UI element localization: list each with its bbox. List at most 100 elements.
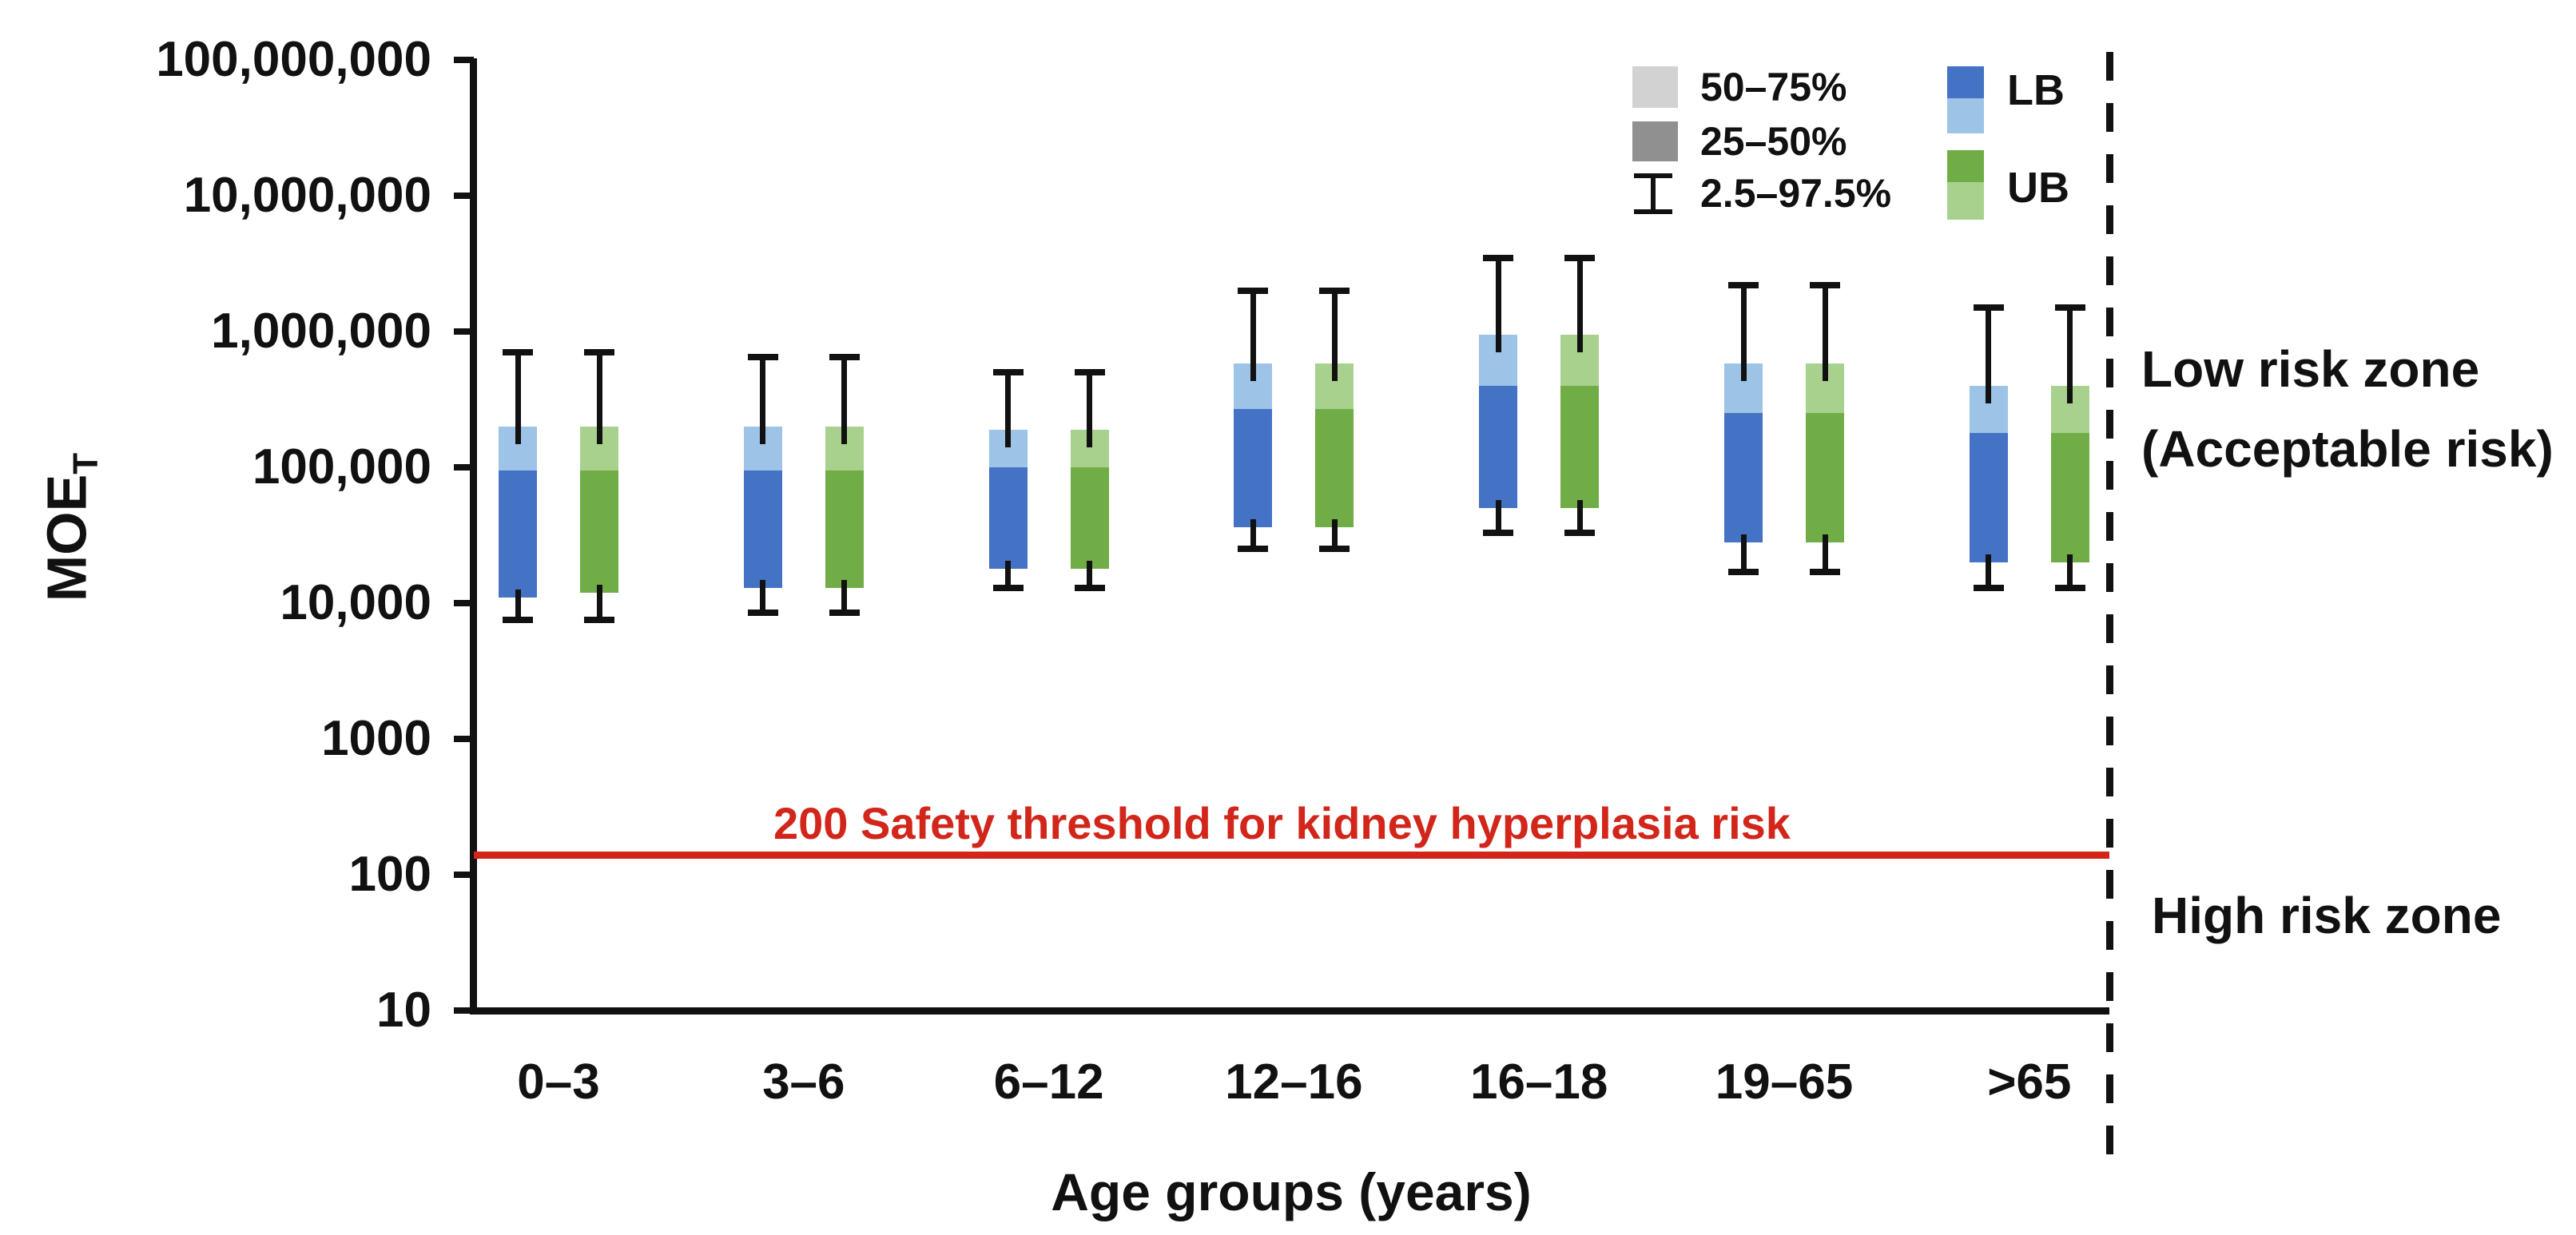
low-risk-zone-line2: (Acceptable risk) <box>2141 420 2554 478</box>
whisker-ub-lower <box>841 579 848 613</box>
x-axis-line <box>470 1007 2109 1015</box>
whisker-ub-lower-cap <box>584 617 614 624</box>
x-axis-title: Age groups (years) <box>1051 1162 1532 1221</box>
y-tick <box>454 1007 474 1014</box>
whisker-lb-lower <box>1005 560 1012 588</box>
y-tick-label: 10 <box>376 983 431 1038</box>
legend-label-lb: LB <box>2007 66 2065 114</box>
whisker-ub-upper <box>841 356 848 444</box>
whisker-lb-upper-cap <box>1973 304 2004 312</box>
y-tick <box>454 464 474 471</box>
whisker-ub-lower-cap <box>1319 546 1350 553</box>
whisker-ub-upper-cap <box>1074 369 1105 376</box>
whisker-lb-lower <box>1495 500 1501 533</box>
box-ub-25-50 <box>1315 408 1354 528</box>
whisker-ub-upper <box>596 352 602 444</box>
legend-swatch-ub-icon <box>1947 150 1984 182</box>
y-tick-label: 100,000,000 <box>156 32 431 87</box>
y-tick <box>454 600 474 606</box>
whisker-lb-upper-cap <box>1728 281 1759 288</box>
whisker-ub-upper <box>1822 284 1828 382</box>
zone-boundary-dashed-line <box>2106 52 2113 1154</box>
whisker-ub-upper <box>1576 257 1583 352</box>
whisker-lb-upper <box>1005 372 1012 447</box>
whisker-lb-lower <box>1986 554 1992 588</box>
whisker-lb-lower <box>1250 519 1256 550</box>
whisker-ub-lower-cap <box>2054 584 2085 591</box>
whisker-lb-lower-cap <box>747 609 778 616</box>
y-tick <box>454 872 474 878</box>
whisker-ub-lower <box>2067 554 2073 588</box>
whisker-ub-upper <box>2067 308 2073 403</box>
whisker-ub-lower-cap <box>1074 584 1105 591</box>
box-lb-25-50 <box>499 470 537 598</box>
box-ub-25-50 <box>1070 467 1109 569</box>
y-tick-label: 10,000 <box>280 575 431 630</box>
x-category-label: 6–12 <box>993 1054 1104 1110</box>
box-ub-25-50 <box>1560 385 1600 509</box>
whisker-ub-lower <box>1576 500 1583 533</box>
box-lb-25-50 <box>988 467 1028 569</box>
y-tick <box>454 328 474 335</box>
whisker-lb-upper <box>1986 308 1992 403</box>
whisker-ub-lower <box>596 584 602 621</box>
legend-label-2-5-97-5: 2.5–97.5% <box>1700 171 1892 216</box>
y-tick <box>454 193 474 199</box>
whisker-ub-lower <box>1822 534 1828 572</box>
whisker-ub-upper-cap <box>1319 287 1350 294</box>
x-category-label: 19–65 <box>1715 1054 1854 1110</box>
whisker-lb-lower-cap <box>503 617 533 624</box>
threshold-line <box>474 852 2109 860</box>
legend-label-ub: UB <box>2007 164 2069 212</box>
whisker-lb-upper-cap <box>992 369 1024 376</box>
box-lb-25-50 <box>1969 432 2008 562</box>
whisker-ub-upper-cap <box>1564 254 1596 261</box>
whisker-lb-lower-cap <box>1973 584 2004 591</box>
whisker-lb-lower <box>1740 534 1747 572</box>
legend-swatch-25-50-icon <box>1632 121 1678 161</box>
whisker-lb-upper-cap <box>503 349 533 356</box>
whisker-ub-lower <box>1331 519 1338 550</box>
whisker-ub-lower-cap <box>1810 568 1840 575</box>
box-lb-25-50 <box>1724 413 1763 542</box>
x-category-label: 0–3 <box>517 1054 600 1110</box>
whisker-lb-upper <box>760 356 766 444</box>
y-axis-line <box>470 58 477 1014</box>
whisker-ub-upper <box>1087 372 1093 447</box>
low-risk-zone-line1: Low risk zone <box>2141 340 2480 398</box>
whisker-ub-upper <box>1331 290 1338 382</box>
whisker-lb-lower <box>515 589 521 621</box>
high-risk-zone-label: High risk zone <box>2152 887 2502 944</box>
whisker-lb-lower-cap <box>1728 568 1759 575</box>
box-ub-25-50 <box>2050 432 2089 562</box>
box-ub-25-50 <box>580 470 618 593</box>
box-lb-25-50 <box>1479 385 1518 509</box>
whisker-lb-upper <box>1495 257 1501 352</box>
whisker-ub-upper-cap <box>1810 281 1840 288</box>
whisker-ub-lower <box>1087 560 1093 588</box>
whisker-lb-lower-cap <box>1238 546 1269 553</box>
y-tick-label: 1,000,000 <box>211 304 431 359</box>
whisker-lb-upper <box>1740 284 1747 382</box>
whisker-lb-upper-cap <box>1238 287 1269 294</box>
y-tick-label: 1000 <box>321 711 431 766</box>
whisker-ub-lower-cap <box>829 609 860 616</box>
box-ub-25-50 <box>1806 413 1844 542</box>
box-lb-25-50 <box>743 470 782 588</box>
whisker-lb-upper-cap <box>1483 254 1514 261</box>
whisker-lb-upper-cap <box>747 353 778 360</box>
legend-swatch-lb-icon <box>1947 66 1984 98</box>
whisker-lb-lower-cap <box>1483 529 1514 536</box>
y-tick <box>454 736 474 742</box>
box-lb-25-50 <box>1234 408 1273 528</box>
whisker-lb-lower <box>760 579 766 613</box>
legend-swatch-ub-light-icon <box>1947 182 1984 220</box>
y-tick <box>454 57 474 63</box>
whisker-lb-upper <box>1250 290 1256 382</box>
whisker-ub-lower-cap <box>1564 529 1596 536</box>
threshold-label: 200 Safety threshold for kidney hyperpla… <box>773 798 1791 848</box>
x-category-label: 12–16 <box>1225 1054 1363 1110</box>
low-risk-zone-label: Low risk zone (Acceptable risk) <box>2141 329 2554 489</box>
whisker-ub-upper-cap <box>829 353 860 360</box>
